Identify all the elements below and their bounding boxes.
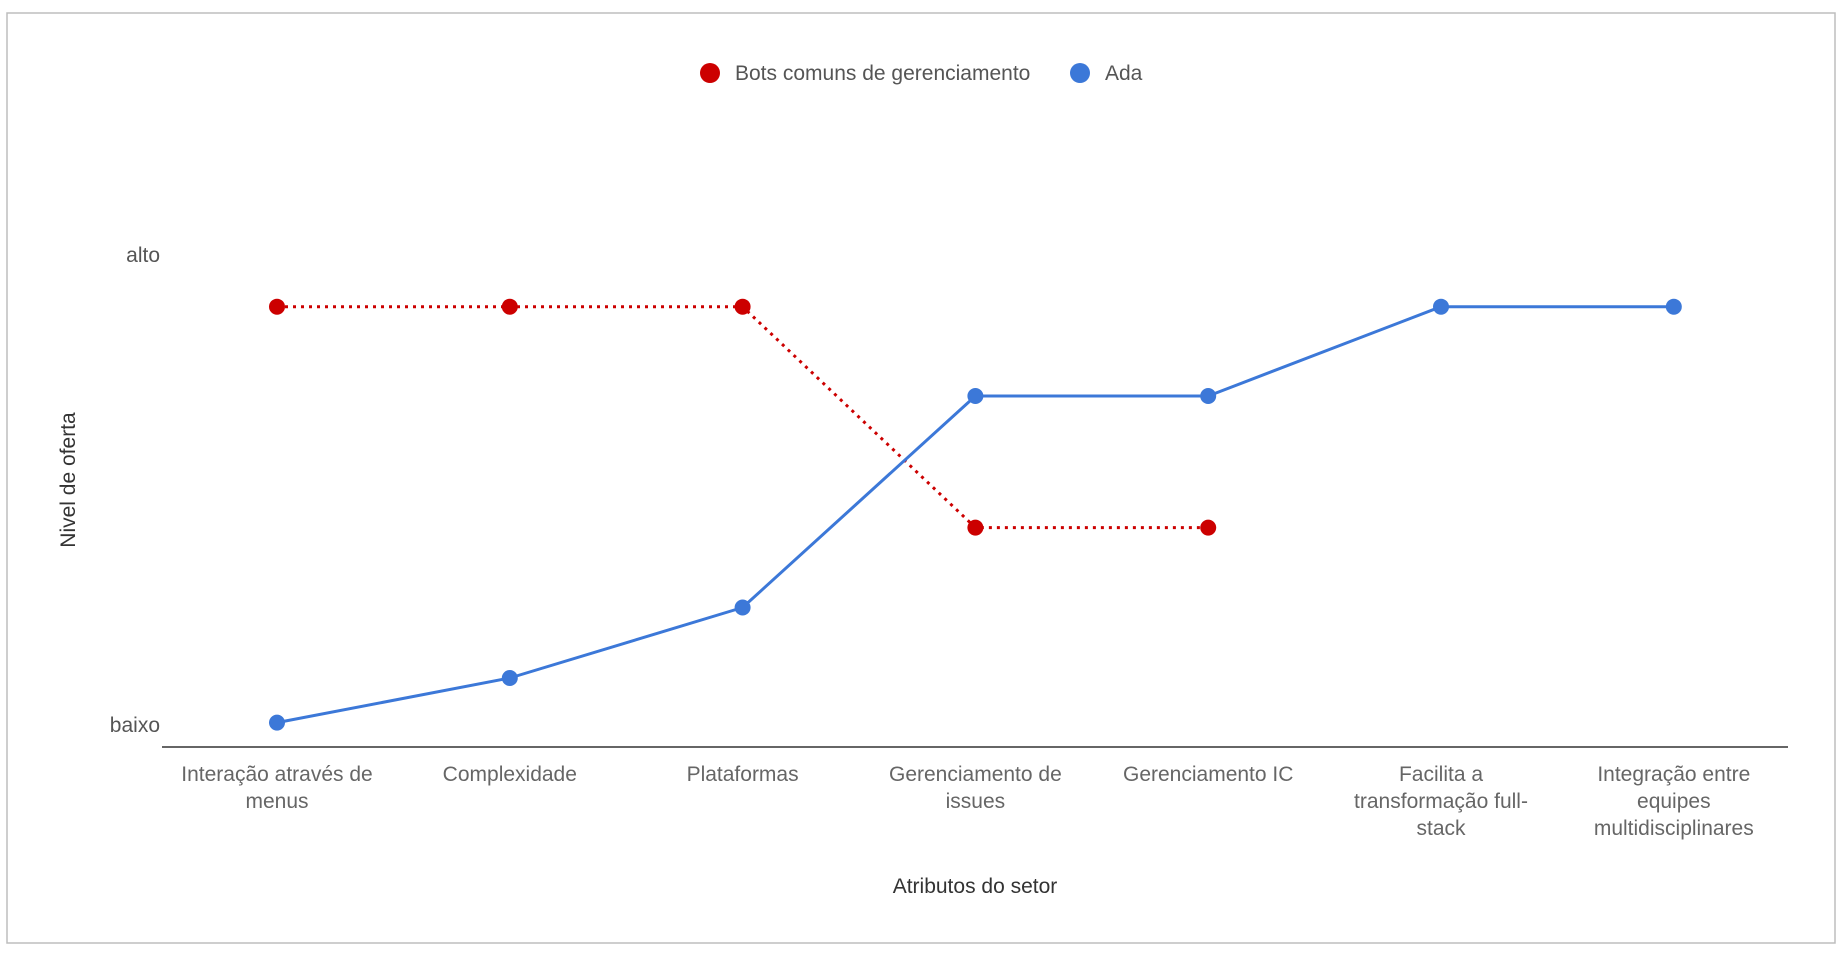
- series-0-point-2: [734, 298, 751, 315]
- series-1-point-1: [501, 670, 518, 686]
- series-1-point-2: [734, 599, 751, 616]
- x-tick-label-line: issues: [946, 790, 1006, 813]
- legend-label: Ada: [1105, 62, 1143, 85]
- legend-marker: [1070, 63, 1090, 83]
- legend-item-1: Ada: [1070, 62, 1143, 85]
- legend-marker: [700, 63, 720, 83]
- x-tick-label-line: Complexidade: [443, 763, 577, 786]
- y-axis-ticks: baixo alto: [110, 244, 160, 737]
- x-tick-label-2: Plataformas: [687, 763, 799, 786]
- x-tick-label-line: stack: [1416, 817, 1466, 840]
- x-tick-label-line: Gerenciamento de: [889, 763, 1062, 786]
- x-tick-label-4: Gerenciamento IC: [1123, 763, 1293, 786]
- series-0-point-1: [501, 298, 518, 315]
- x-tick-label-5: Facilita a transformação full-stack: [1354, 763, 1528, 840]
- x-tick-label-line: Gerenciamento IC: [1123, 763, 1293, 786]
- series-1-point-4: [1200, 388, 1217, 404]
- x-tick-label-line: Interação através de: [181, 763, 372, 786]
- legend: Bots comuns de gerenciamento Ada: [700, 62, 1143, 85]
- x-tick-label-1: Complexidade: [443, 763, 577, 786]
- x-tick-label-line: equipes: [1637, 790, 1711, 813]
- series-0-point-3: [967, 519, 984, 536]
- x-tick-label-6: Integração entre equipes multidisciplinare…: [1594, 763, 1754, 840]
- x-tick-label-line: Plataformas: [687, 763, 799, 786]
- legend-item-0: Bots comuns de gerenciamento: [700, 62, 1030, 85]
- y-tick-label-0: baixo: [110, 714, 160, 737]
- series-0-point-0: [269, 298, 285, 315]
- x-tick-label-line: multidisciplinares: [1594, 817, 1754, 840]
- y-axis-title: Nivel de oferta: [57, 412, 80, 548]
- series-1-point-5: [1433, 298, 1449, 315]
- series-1-point-0: [269, 714, 285, 731]
- x-tick-label-line: menus: [245, 790, 308, 813]
- legend-label: Bots comuns de gerenciamento: [735, 62, 1030, 85]
- x-tick-label-3: Gerenciamento de issues: [889, 763, 1062, 813]
- series-0-point-4: [1200, 519, 1217, 536]
- series-1-point-3: [967, 388, 984, 404]
- x-tick-label-0: Interação através de menus: [181, 763, 372, 813]
- series-points: [269, 298, 1682, 731]
- x-axis-ticks: Interação através de menus Complexidade Pla…: [181, 763, 1753, 840]
- x-axis-title: Atributos do setor: [893, 875, 1058, 898]
- x-tick-label-line: Facilita a: [1399, 763, 1483, 786]
- y-tick-label-1: alto: [126, 244, 160, 267]
- x-tick-label-line: Integração entre: [1597, 763, 1750, 786]
- series-1-point-6: [1665, 298, 1682, 315]
- x-tick-label-line: transformação full-: [1354, 790, 1528, 813]
